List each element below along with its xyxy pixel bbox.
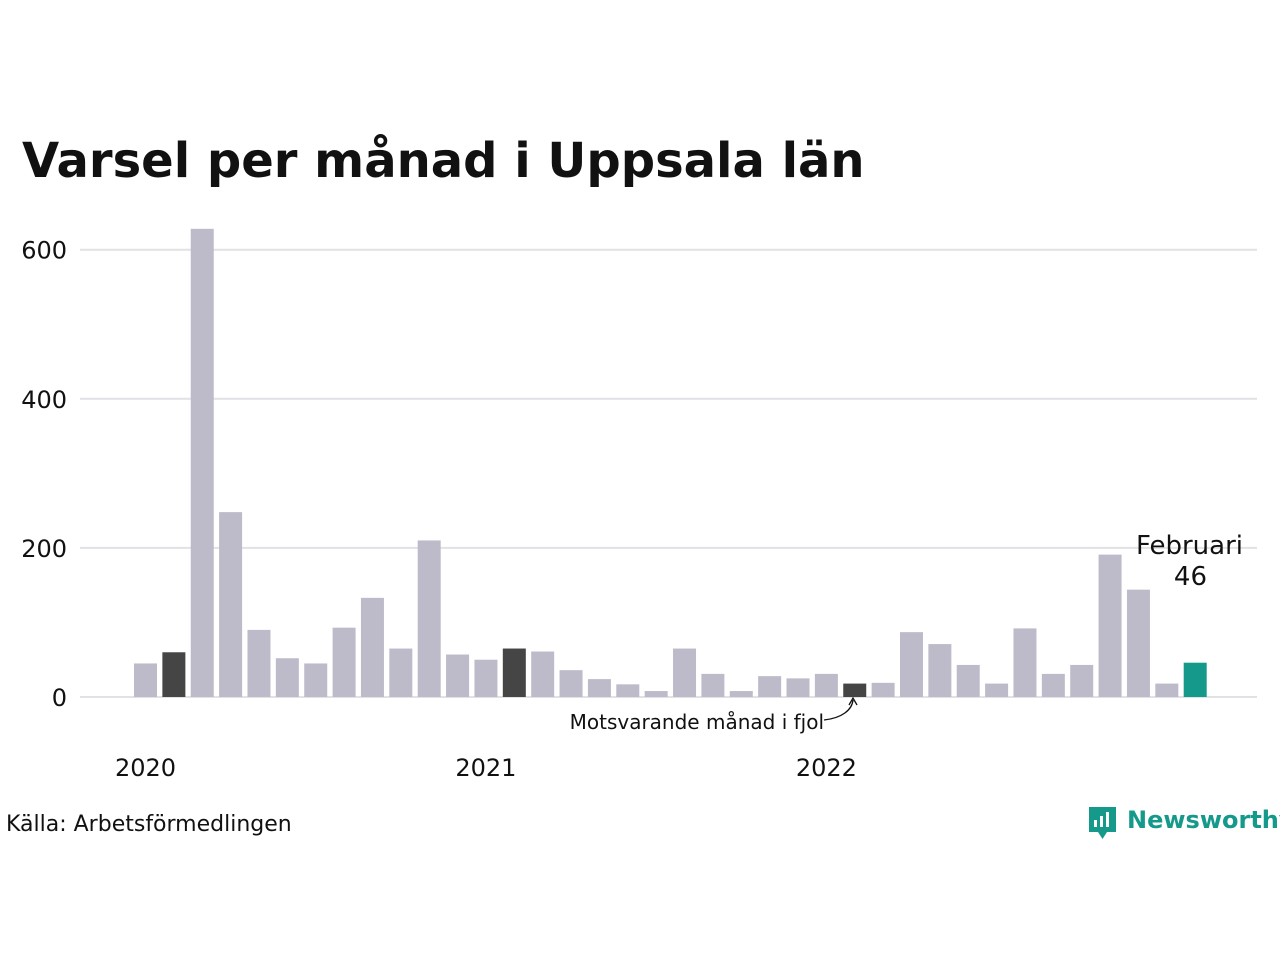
bar-2022-03 — [871, 682, 895, 697]
bar-2021-01 — [474, 659, 498, 698]
bar-2020-05 — [247, 629, 271, 697]
bar-2020-04 — [219, 512, 243, 697]
annotation-arrowhead — [848, 696, 858, 706]
bar-2020-01 — [134, 663, 157, 697]
y-tick-label: 600 — [21, 237, 67, 265]
bar-2022-10 — [1070, 664, 1094, 697]
bar-2021-03 — [531, 651, 555, 697]
y-tick-label: 200 — [21, 535, 67, 563]
annotation-arrow — [823, 699, 854, 721]
bar-2022-05 — [928, 644, 952, 697]
y-tick-label: 0 — [52, 684, 67, 712]
bar-2020-12 — [446, 654, 470, 697]
x-axis-ticks: 2020 2021 2022 — [115, 754, 857, 782]
callout-value: 46 — [1174, 562, 1207, 592]
bar-2021-04 — [559, 670, 583, 697]
bar-2020-10 — [389, 648, 413, 697]
bar-2021-07 — [644, 691, 668, 697]
bar-2020-07 — [304, 663, 328, 697]
x-tick-label: 2021 — [455, 754, 516, 782]
bar-2022-08 — [1013, 628, 1037, 697]
bar-2022-11 — [1098, 554, 1122, 697]
y-axis-ticks: 0 200 400 600 — [21, 237, 67, 712]
x-tick-label: 2022 — [796, 754, 857, 782]
bar-2021-08 — [673, 648, 697, 697]
source-note: Källa: Arbetsförmedlingen — [6, 812, 292, 837]
bar-2020-03 — [190, 228, 214, 697]
bar-2022-07 — [985, 683, 1009, 697]
bar-2022-02 — [843, 683, 867, 697]
chart-title: Varsel per månad i Uppsala län — [22, 133, 865, 189]
bar-2021-12 — [786, 678, 810, 697]
bar-2022-01 — [814, 673, 838, 697]
bar-2021-10 — [729, 691, 753, 697]
bar-2021-06 — [616, 684, 640, 697]
bar-2020-02 — [162, 652, 186, 697]
x-tick-label: 2020 — [115, 754, 176, 782]
same-month-label: Motsvarande månad i fjol — [570, 710, 824, 734]
bar-2021-09 — [701, 673, 725, 697]
bars — [134, 228, 1207, 698]
same-month-annotation: Motsvarande månad i fjol — [570, 696, 858, 734]
bar-2020-11 — [417, 540, 441, 697]
bar-2022-09 — [1041, 673, 1065, 697]
bar-2021-02 — [502, 648, 526, 697]
bar-2022-12 — [1126, 589, 1150, 697]
bar-2023-01 — [1155, 683, 1179, 697]
bar-2020-09 — [360, 597, 384, 697]
bar-2020-08 — [332, 627, 356, 697]
bar-2022-04 — [899, 632, 923, 697]
bar-2022-06 — [956, 664, 980, 697]
bar-2020-06 — [275, 658, 299, 697]
bar-2021-11 — [758, 676, 782, 697]
callout-month: Februari — [1136, 531, 1243, 561]
y-tick-label: 400 — [21, 386, 67, 414]
current-month-callout: Februari 46 — [1136, 531, 1243, 592]
bar-2023-02 — [1183, 662, 1207, 697]
brand-logo[interactable]: Newsworthy — [1089, 806, 1280, 839]
bar-2021-05 — [587, 679, 611, 697]
brand-name: Newsworthy — [1127, 806, 1280, 834]
bar-chart-pin-icon — [1089, 807, 1116, 839]
